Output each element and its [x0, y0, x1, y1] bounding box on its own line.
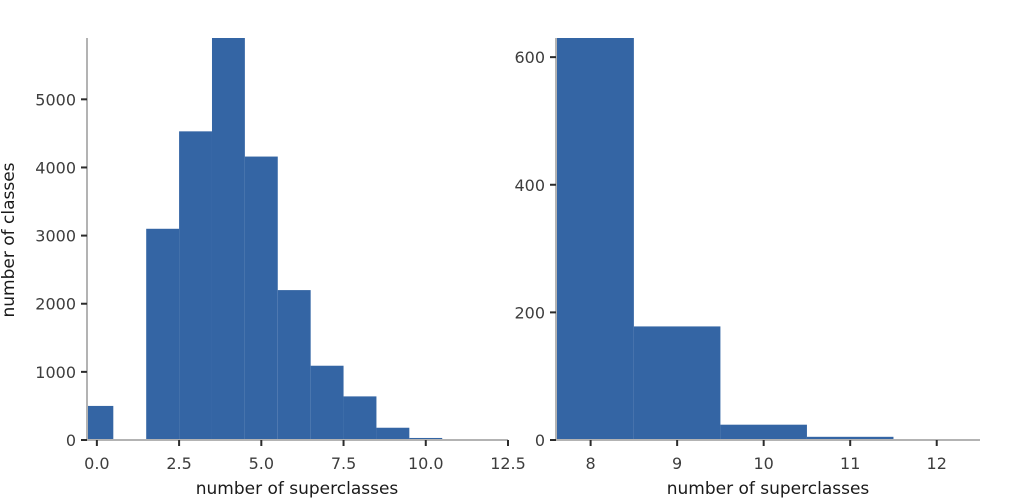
- left-x-tick-label: 7.5: [331, 454, 356, 473]
- right-histogram-plot: 0 200 400 600 8 9 10 11 12: [514, 38, 980, 473]
- left-histogram-bar: [179, 131, 212, 440]
- left-histogram-bar: [376, 427, 410, 440]
- left-histogram-bar: [146, 228, 180, 440]
- right-x-tick-label: 9: [672, 454, 682, 473]
- left-x-tick-label: 5.0: [249, 454, 274, 473]
- right-y-tick-label: 200: [514, 303, 545, 322]
- right-histogram-bar: [633, 326, 721, 440]
- left-ylabel: number of classes: [0, 162, 19, 317]
- left-x-tick-label: 10.0: [408, 454, 444, 473]
- left-y-tick-label: 3000: [35, 227, 76, 246]
- right-y-tick-label: 600: [514, 48, 545, 67]
- left-x-tick-label: 12.5: [490, 454, 526, 473]
- left-y-tick-label: 0: [66, 431, 76, 450]
- left-x-tick-label: 0.0: [84, 454, 109, 473]
- left-x-tick-label: 2.5: [166, 454, 191, 473]
- left-histogram-plot: 0 1000 2000 3000 4000 5000 0.0 2.5 5.0 7.5 10.0 12.…: [35, 38, 526, 473]
- right-x-tick-label: 10: [753, 454, 773, 473]
- left-y-tick-label: 4000: [35, 158, 76, 177]
- left-y-tick-label: 5000: [35, 90, 76, 109]
- left-histogram-bar: [310, 365, 344, 440]
- left-y-tick-label: 1000: [35, 363, 76, 382]
- right-x-tick-label: 12: [927, 454, 947, 473]
- left-histogram-bar: [87, 405, 114, 440]
- left-histogram-bar: [211, 38, 245, 440]
- right-histogram-bar: [720, 424, 807, 440]
- right-y-tick-label: 0: [535, 431, 545, 450]
- left-histogram-bar: [343, 396, 377, 440]
- left-histogram-bar: [244, 156, 278, 440]
- left-y-tick-label: 2000: [35, 295, 76, 314]
- right-x-tick-label: 11: [840, 454, 860, 473]
- right-y-tick-label: 400: [514, 176, 545, 195]
- right-histogram-bar: [806, 436, 894, 440]
- left-histogram-bar: [277, 290, 311, 440]
- left-xlabel: number of superclasses: [196, 479, 399, 499]
- left-histogram-bar: [409, 437, 443, 440]
- right-xlabel: number of superclasses: [667, 479, 870, 499]
- right-histogram-bar: [556, 38, 634, 440]
- right-x-tick-label: 8: [586, 454, 596, 473]
